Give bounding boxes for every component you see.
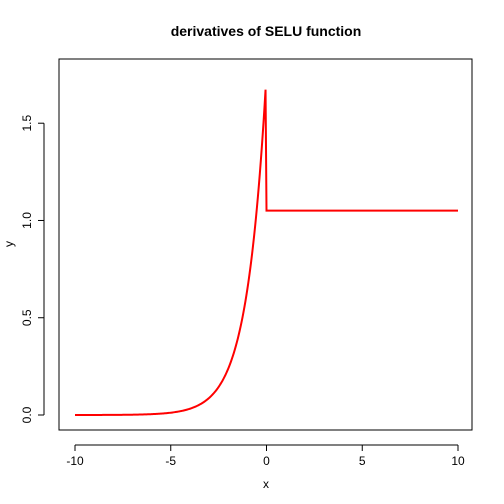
x-axis: -10 -5 0 5 10 — [66, 444, 465, 468]
y-axis: 0.0 0.5 1.0 1.5 — [20, 115, 45, 423]
x-tick-label: 5 — [359, 454, 366, 468]
chart-title: derivatives of SELU function — [171, 23, 362, 39]
series-group — [75, 89, 458, 416]
y-tick-label: 0.0 — [20, 406, 34, 423]
series-line — [75, 89, 458, 416]
y-axis-label: y — [2, 241, 16, 247]
x-axis-label: x — [263, 477, 269, 491]
x-tick-label: 0 — [263, 454, 270, 468]
x-tick-label: -5 — [165, 454, 176, 468]
y-tick-label: 1.0 — [20, 212, 34, 229]
x-tick-label: 10 — [451, 454, 465, 468]
x-tick-label: -10 — [66, 454, 84, 468]
plot-frame — [58, 58, 473, 431]
y-tick-label: 1.5 — [20, 115, 34, 132]
y-tick-label: 0.5 — [20, 309, 34, 326]
